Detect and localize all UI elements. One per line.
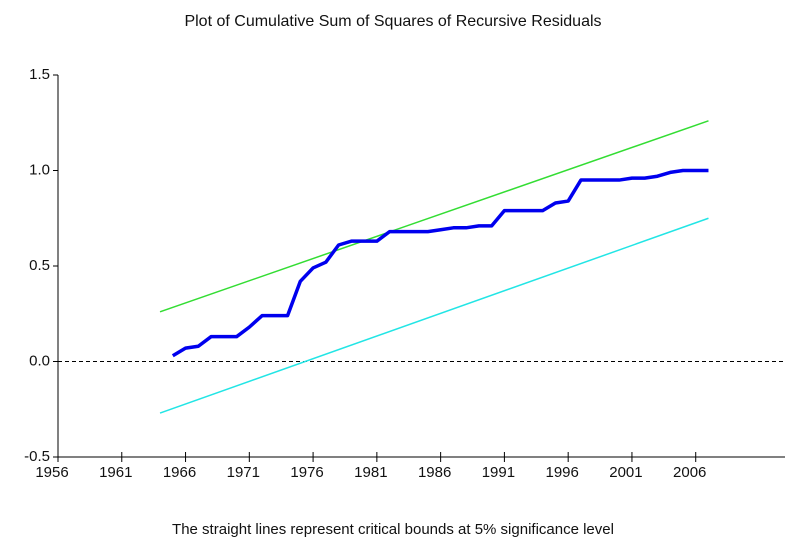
x-tick-label: 1961	[99, 464, 132, 481]
x-tick-label: 2006	[673, 464, 706, 481]
x-tick-label: 1956	[35, 464, 68, 481]
x-tick-label: 1971	[227, 464, 260, 481]
series-line	[171, 168, 709, 358]
series-line	[159, 217, 709, 414]
y-tick-label: -0.5	[24, 448, 50, 465]
y-tick-label: 0.0	[29, 352, 50, 369]
footnote: The straight lines represent critical bo…	[172, 521, 614, 538]
x-tick-label: 1981	[354, 464, 387, 481]
x-tick-label: 2001	[609, 464, 642, 481]
x-tick-label: 1986	[418, 464, 451, 481]
y-tick-label: 0.5	[29, 257, 50, 274]
chart-title: Plot of Cumulative Sum of Squares of Rec…	[184, 13, 601, 30]
y-tick-label: 1.0	[29, 161, 50, 178]
series-line	[159, 120, 709, 313]
x-tick-label: 1996	[545, 464, 578, 481]
x-tick-label: 1991	[482, 464, 515, 481]
y-tick-label: 1.5	[29, 66, 50, 83]
x-tick-label: 1966	[163, 464, 196, 481]
x-tick-label: 1976	[290, 464, 323, 481]
